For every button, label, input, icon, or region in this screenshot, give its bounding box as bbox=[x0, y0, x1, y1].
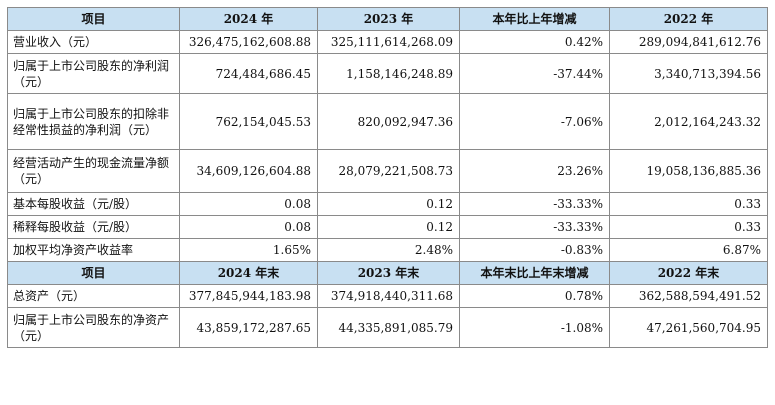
row-label: 经营活动产生的现金流量净额（元） bbox=[7, 149, 180, 193]
header-2024: 2024 年 bbox=[179, 7, 318, 31]
financial-table-container: 项目 2024 年 2023 年 本年比上年增减 2022 年 营业收入（元） … bbox=[7, 7, 768, 348]
cell-change: -33.33% bbox=[459, 192, 610, 216]
cell-change: 0.78% bbox=[459, 284, 610, 308]
row-label: 总资产（元） bbox=[7, 284, 180, 308]
financial-summary-table: 项目 2024 年 2023 年 本年比上年增减 2022 年 营业收入（元） … bbox=[7, 7, 768, 348]
cell-2024: 43,859,172,287.65 bbox=[179, 307, 318, 348]
cell-2022: 0.33 bbox=[609, 215, 768, 239]
header-2023: 2023 年 bbox=[317, 7, 460, 31]
table-row: 营业收入（元） 326,475,162,608.88 325,111,614,2… bbox=[7, 30, 768, 54]
header-row-annual: 项目 2024 年 2023 年 本年比上年增减 2022 年 bbox=[7, 7, 768, 31]
cell-2024: 377,845,944,183.98 bbox=[179, 284, 318, 308]
cell-2022: 0.33 bbox=[609, 192, 768, 216]
header-2023-end: 2023 年末 bbox=[317, 261, 460, 285]
header-change: 本年比上年增减 bbox=[459, 7, 610, 31]
cell-change: -37.44% bbox=[459, 53, 610, 94]
row-label: 基本每股收益（元/股） bbox=[7, 192, 180, 216]
cell-2023: 1,158,146,248.89 bbox=[317, 53, 460, 94]
cell-2022: 6.87% bbox=[609, 238, 768, 262]
row-label: 归属于上市公司股东的净资产（元） bbox=[7, 307, 180, 348]
cell-2024: 724,484,686.45 bbox=[179, 53, 318, 94]
table-row: 加权平均净资产收益率 1.65% 2.48% -0.83% 6.87% bbox=[7, 238, 768, 262]
row-label: 营业收入（元） bbox=[7, 30, 180, 54]
cell-2022: 362,588,594,491.52 bbox=[609, 284, 768, 308]
header-2022: 2022 年 bbox=[609, 7, 768, 31]
cell-2024: 34,609,126,604.88 bbox=[179, 149, 318, 193]
cell-change: 23.26% bbox=[459, 149, 610, 193]
row-label: 加权平均净资产收益率 bbox=[7, 238, 180, 262]
header-item: 项目 bbox=[7, 261, 180, 285]
cell-2022: 2,012,164,243.32 bbox=[609, 93, 768, 150]
cell-2022: 3,340,713,394.56 bbox=[609, 53, 768, 94]
table-row: 归属于上市公司股东的扣除非经常性损益的净利润（元） 762,154,045.53… bbox=[7, 93, 768, 150]
cell-2023: 0.12 bbox=[317, 192, 460, 216]
cell-2023: 374,918,440,311.68 bbox=[317, 284, 460, 308]
table-row: 经营活动产生的现金流量净额（元） 34,609,126,604.88 28,07… bbox=[7, 149, 768, 193]
cell-2024: 762,154,045.53 bbox=[179, 93, 318, 150]
cell-2023: 28,079,221,508.73 bbox=[317, 149, 460, 193]
cell-2024: 0.08 bbox=[179, 215, 318, 239]
cell-change: -7.06% bbox=[459, 93, 610, 150]
table-row: 稀释每股收益（元/股） 0.08 0.12 -33.33% 0.33 bbox=[7, 215, 768, 239]
cell-change: -0.83% bbox=[459, 238, 610, 262]
cell-2024: 1.65% bbox=[179, 238, 318, 262]
row-label: 归属于上市公司股东的扣除非经常性损益的净利润（元） bbox=[7, 93, 180, 150]
cell-2022: 289,094,841,612.76 bbox=[609, 30, 768, 54]
table-row: 基本每股收益（元/股） 0.08 0.12 -33.33% 0.33 bbox=[7, 192, 768, 216]
header-2022-end: 2022 年末 bbox=[609, 261, 768, 285]
cell-2022: 47,261,560,704.95 bbox=[609, 307, 768, 348]
header-change-end: 本年末比上年末增减 bbox=[459, 261, 610, 285]
cell-2023: 2.48% bbox=[317, 238, 460, 262]
header-item: 项目 bbox=[7, 7, 180, 31]
cell-2023: 44,335,891,085.79 bbox=[317, 307, 460, 348]
cell-2023: 0.12 bbox=[317, 215, 460, 239]
cell-2023: 325,111,614,268.09 bbox=[317, 30, 460, 54]
header-row-year-end: 项目 2024 年末 2023 年末 本年末比上年末增减 2022 年末 bbox=[7, 261, 768, 285]
header-2024-end: 2024 年末 bbox=[179, 261, 318, 285]
table-row: 归属于上市公司股东的净资产（元） 43,859,172,287.65 44,33… bbox=[7, 307, 768, 348]
row-label: 归属于上市公司股东的净利润（元） bbox=[7, 53, 180, 94]
row-label: 稀释每股收益（元/股） bbox=[7, 215, 180, 239]
cell-2022: 19,058,136,885.36 bbox=[609, 149, 768, 193]
table-row: 归属于上市公司股东的净利润（元） 724,484,686.45 1,158,14… bbox=[7, 53, 768, 94]
cell-change: -33.33% bbox=[459, 215, 610, 239]
cell-2024: 326,475,162,608.88 bbox=[179, 30, 318, 54]
cell-change: -1.08% bbox=[459, 307, 610, 348]
cell-2023: 820,092,947.36 bbox=[317, 93, 460, 150]
cell-change: 0.42% bbox=[459, 30, 610, 54]
cell-2024: 0.08 bbox=[179, 192, 318, 216]
table-row: 总资产（元） 377,845,944,183.98 374,918,440,31… bbox=[7, 284, 768, 308]
